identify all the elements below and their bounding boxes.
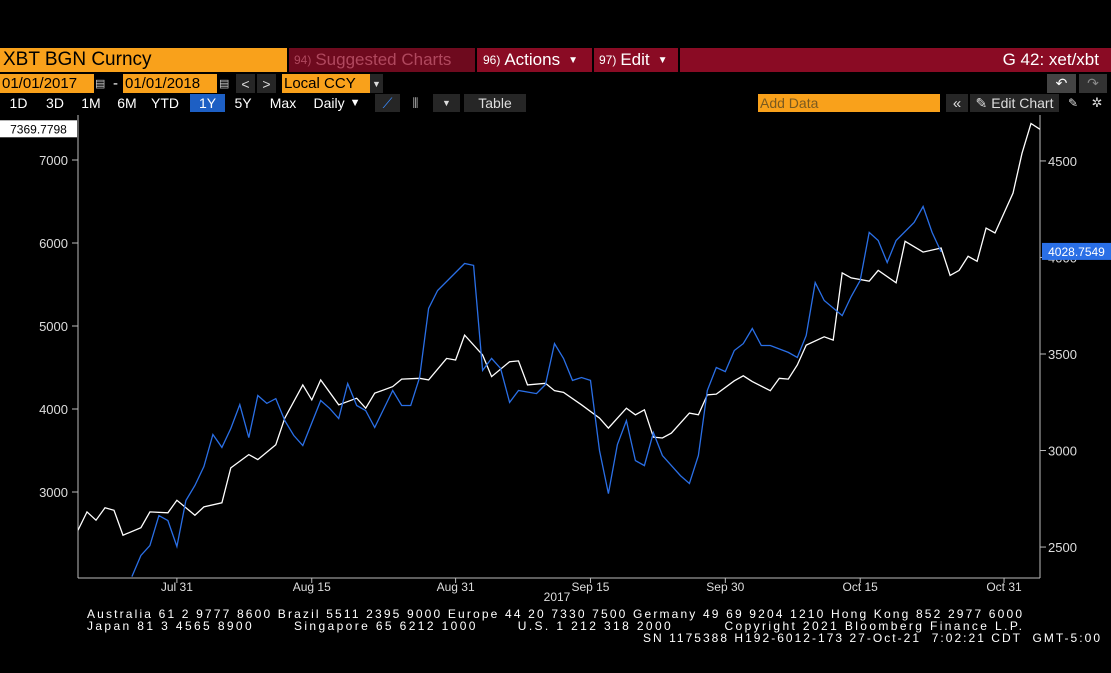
add-data-input[interactable]: Add Data (758, 94, 940, 112)
table-button[interactable]: Table (464, 94, 526, 112)
last-value-label: 7369.7798 (10, 122, 67, 136)
y-tick-label: 7000 (39, 153, 68, 168)
x-tick-label: Aug 15 (293, 580, 331, 594)
chart-type-dropdown[interactable]: ▼ (433, 94, 460, 112)
period-button[interactable]: 6M (117, 95, 137, 111)
period-button[interactable]: Max (269, 95, 297, 111)
dropdown-arrow: ▼ (657, 54, 668, 66)
last-value-label: 4028.7549 (1048, 245, 1105, 259)
series-group (78, 122, 1040, 537)
x-axis-year: 2017 (544, 590, 571, 604)
period-button[interactable]: 1Y (190, 94, 225, 112)
menu-edit[interactable]: 97) Edit ▼ (594, 48, 678, 72)
last-value-box (1042, 242, 1111, 260)
dropdown-arrow: ▼ (568, 54, 578, 66)
end-date-text: 01/01/2018 (125, 75, 201, 92)
end-date[interactable]: 01/01/2018 (123, 74, 217, 93)
menu-label: Suggested Charts (315, 50, 452, 69)
x-tick-label: Sep 15 (571, 580, 609, 594)
settings-icon[interactable]: ✎ (1067, 96, 1079, 110)
separator-text: - (113, 75, 118, 92)
y-tick-label: 5000 (39, 319, 68, 334)
x-tick-label: Jul 31 (161, 580, 193, 594)
y-tick-label: 6000 (39, 236, 68, 251)
period-button[interactable]: 1D (9, 95, 28, 111)
x-tick-label: Aug 31 (437, 580, 475, 594)
security: XBT BGN Curncy (3, 49, 152, 70)
table-label: Table (478, 95, 512, 111)
period-button[interactable]: 3D (46, 95, 64, 111)
line-chart-icon[interactable]: ⟋ (375, 94, 400, 112)
period-button[interactable]: 1M (81, 95, 101, 111)
menu-number: 97) (599, 53, 617, 67)
series-group (131, 204, 942, 577)
undo-button[interactable]: ↶ (1047, 74, 1076, 93)
calendar-icon[interactable]: ▤ (95, 78, 106, 90)
menu-label: Actions (504, 50, 561, 69)
period-button[interactable]: YTD (151, 95, 179, 111)
menu-actions[interactable]: 96) Actions ▼ (477, 48, 592, 72)
y2-tick-label: 3000 (1048, 444, 1077, 459)
currency-dropdown[interactable]: ▼ (370, 74, 383, 93)
bar-chart-icon[interactable]: ⫴ (412, 94, 419, 111)
collapse-button[interactable]: « (946, 94, 968, 112)
series-line (78, 122, 1040, 537)
currency-field[interactable]: Local CCY (282, 74, 370, 93)
frequency: Daily (313, 95, 345, 111)
x-tick-label: Oct 31 (986, 580, 1022, 594)
y-tick-label: 4000 (39, 402, 68, 417)
x-tick-label: Oct 15 (843, 580, 879, 594)
start-date-text: 01/01/2017 (2, 75, 78, 92)
next-button[interactable]: > (257, 74, 276, 93)
menu-number: 94) (294, 53, 312, 67)
menu-number: 96) (483, 53, 501, 67)
add-data-placeholder: Add Data (760, 95, 819, 111)
series-line (131, 204, 942, 577)
date-separator: - (113, 74, 121, 93)
dropdown-arrow: ▼ (349, 97, 361, 109)
pencil-icon: ✎ (975, 94, 988, 111)
security-field[interactable]: XBT BGN Curncy (0, 48, 287, 72)
edit-chart-button[interactable]: ✎ Edit Chart (970, 94, 1059, 112)
footer-line: SN 1175388 H192-6012-173 27-Oct-21 7:02:… (643, 631, 1100, 645)
menu-label: Edit (620, 50, 650, 69)
menu-suggested[interactable]: 94) Suggested Charts (289, 48, 475, 72)
page-id-bar: G 42: xet/xbt (680, 48, 1111, 72)
last-value-box (0, 120, 77, 138)
start-date[interactable]: 01/01/2017 (0, 74, 94, 93)
y2-tick-label: 2500 (1048, 540, 1077, 555)
currency-text: Local CCY (284, 75, 356, 92)
period-button[interactable]: 5Y (234, 95, 252, 111)
prev-button[interactable]: < (236, 74, 255, 93)
edit-chart-label: Edit Chart (991, 95, 1054, 111)
x-tick-label: Sep 30 (706, 580, 744, 594)
calendar-icon[interactable]: ▤ (219, 78, 230, 90)
gear-icon[interactable]: ✲ (1091, 95, 1103, 110)
y-tick-label: 3000 (39, 485, 68, 500)
y2-tick-label: 3500 (1048, 347, 1077, 362)
page-id: G 42: xet/xbt (1002, 50, 1099, 69)
frequency-dropdown[interactable]: Daily ▼ (304, 94, 370, 112)
redo-button[interactable]: ↷ (1079, 74, 1107, 93)
y2-tick-label: 4500 (1048, 154, 1077, 169)
